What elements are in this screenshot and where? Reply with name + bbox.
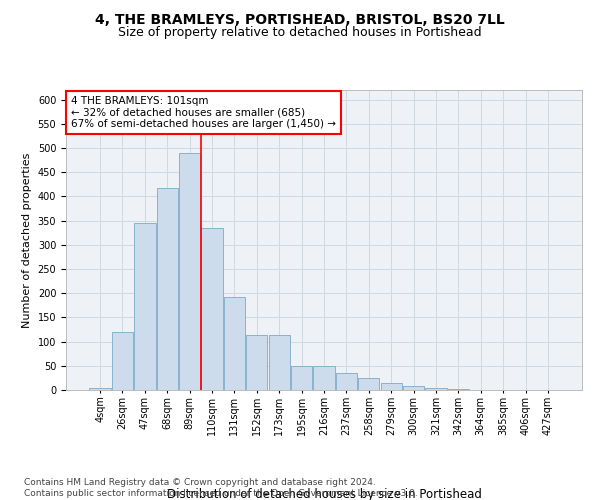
Text: Size of property relative to detached houses in Portishead: Size of property relative to detached ho… xyxy=(118,26,482,39)
Bar xyxy=(358,378,379,390)
Bar xyxy=(269,336,290,390)
Bar xyxy=(89,388,111,390)
Bar xyxy=(224,296,245,390)
Bar xyxy=(336,373,357,390)
Bar xyxy=(425,388,446,390)
Bar xyxy=(202,228,223,390)
Bar xyxy=(112,332,133,390)
Bar xyxy=(134,223,155,390)
Bar xyxy=(246,336,268,390)
Bar xyxy=(291,366,312,390)
Text: 4 THE BRAMLEYS: 101sqm
← 32% of detached houses are smaller (685)
67% of semi-de: 4 THE BRAMLEYS: 101sqm ← 32% of detached… xyxy=(71,96,336,129)
Text: Contains HM Land Registry data © Crown copyright and database right 2024.
Contai: Contains HM Land Registry data © Crown c… xyxy=(24,478,418,498)
Text: 4, THE BRAMLEYS, PORTISHEAD, BRISTOL, BS20 7LL: 4, THE BRAMLEYS, PORTISHEAD, BRISTOL, BS… xyxy=(95,12,505,26)
Bar xyxy=(157,188,178,390)
Bar xyxy=(448,389,469,390)
Bar xyxy=(313,366,335,390)
Bar xyxy=(380,382,402,390)
Bar xyxy=(179,153,200,390)
Bar xyxy=(403,386,424,390)
X-axis label: Distribution of detached houses by size in Portishead: Distribution of detached houses by size … xyxy=(167,488,481,500)
Y-axis label: Number of detached properties: Number of detached properties xyxy=(22,152,32,328)
